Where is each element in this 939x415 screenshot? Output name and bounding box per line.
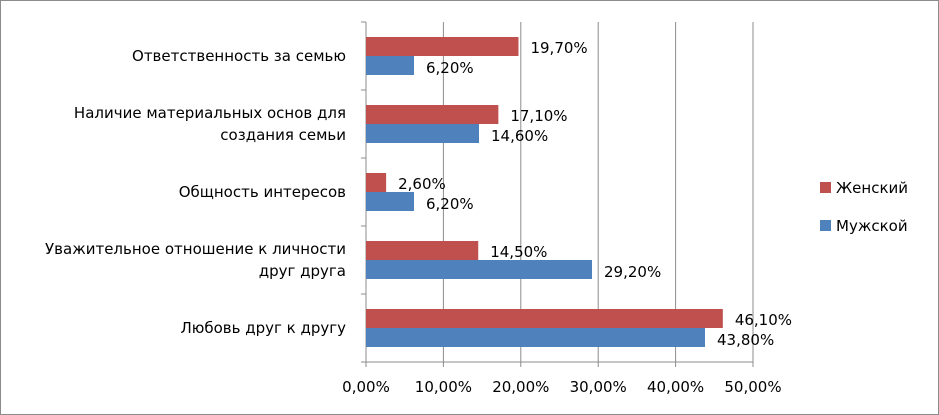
bar-male-3	[366, 260, 593, 279]
bar-male-0	[366, 56, 414, 75]
x-tick-label-0: 0,00%	[342, 378, 390, 396]
x-tick-label-1: 10,00%	[415, 378, 472, 396]
data-label-female-1: 17,10%	[510, 107, 567, 125]
bar-male-1	[366, 124, 480, 143]
x-tick-label-4: 40,00%	[647, 378, 704, 396]
data-label-male-1: 14,60%	[491, 127, 548, 145]
data-label-female-3: 14,50%	[490, 243, 547, 261]
category-label-4: Любовь друг к другу	[180, 319, 346, 337]
category-label-line: Общность интересов	[179, 183, 346, 201]
data-label-male-3: 29,20%	[604, 263, 661, 281]
data-label-male-2: 6,20%	[426, 195, 474, 213]
bar-female-0	[366, 37, 519, 56]
category-label-0: Ответственность за семью	[132, 47, 346, 65]
category-label-3: Уважительное отношение к личности друг др…	[45, 240, 346, 280]
legend-swatch-1	[820, 220, 831, 231]
data-label-male-4: 43,80%	[717, 331, 774, 349]
category-label-line: друг друга	[259, 262, 346, 280]
bar-female-3	[366, 241, 479, 260]
category-label-line: создания семьи	[220, 126, 346, 144]
bar-male-2	[366, 192, 414, 211]
x-tick-label-3: 30,00%	[570, 378, 627, 396]
legend-swatch-0	[820, 182, 831, 193]
legend-label-1: Мужской	[836, 217, 908, 235]
category-label-line: Любовь друг к другу	[180, 319, 346, 337]
data-label-female-4: 46,10%	[735, 311, 792, 329]
bar-female-1	[366, 105, 499, 124]
category-label-line: Наличие материальных основ для	[74, 104, 346, 122]
data-label-female-0: 19,70%	[530, 39, 587, 57]
x-tick-label-5: 50,00%	[724, 378, 781, 396]
category-label-line: Ответственность за семью	[132, 47, 346, 65]
category-label-line: Уважительное отношение к личности	[45, 240, 346, 258]
bar-female-2	[366, 173, 387, 192]
bar-male-4	[366, 328, 706, 347]
data-label-male-0: 6,20%	[426, 59, 474, 77]
category-label-1: Наличие материальных основ для создания с…	[74, 104, 346, 144]
bar-female-4	[366, 309, 723, 328]
data-label-female-2: 2,60%	[398, 175, 446, 193]
legend-label-0: Женский	[836, 179, 908, 197]
x-tick-label-2: 20,00%	[492, 378, 549, 396]
category-label-2: Общность интересов	[179, 183, 346, 201]
